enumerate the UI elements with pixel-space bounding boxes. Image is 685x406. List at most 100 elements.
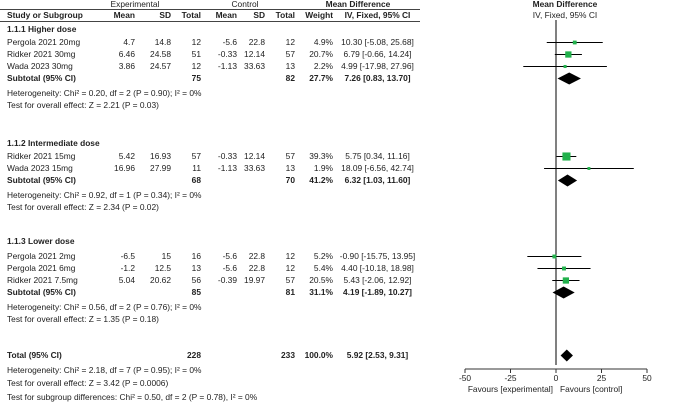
x-axis-tick-label: 25 [597,373,607,383]
subtotal-ctl-total: 81 [285,287,295,297]
study-name: Pergola 2021 6mg [7,263,76,273]
subtotal-weight: 31.1% [309,287,333,297]
ctl-total: 12 [285,251,295,261]
exp-mean: 3.86 [118,61,135,71]
exp-mean: 5.42 [118,151,135,161]
study-md-ci: 4.40 [-10.18, 18.98] [341,263,414,273]
study-name: Pergola 2021 20mg [7,37,81,47]
x-axis-tick-label: -50 [459,373,471,383]
study-name: Ridker 2021 15mg [7,151,76,161]
total-exp-total: 228 [187,350,201,360]
study-md-ci: -0.90 [-15.75, 13.95] [339,251,416,261]
ctl-sd: 19.97 [244,275,265,285]
ctl-sd: 22.8 [248,251,265,261]
subtotal-md-ci: 4.19 [-1.89, 10.27] [343,287,412,297]
exp-mean: 4.7 [123,37,135,47]
ctl-total: 13 [285,61,295,71]
ctl-mean: -0.39 [217,275,237,285]
exp-mean: 16.96 [114,163,135,173]
ctl-total: 57 [285,151,295,161]
exp-sd: 27.99 [150,163,171,173]
total-heterogeneity-text: Heterogeneity: Chi² = 2.18, df = 7 (P = … [7,365,202,375]
md-right-title: Mean Difference [532,0,598,9]
subtotal-label: Subtotal (95% CI) [7,287,76,297]
subtotal-label: Subtotal (95% CI) [7,175,76,185]
ctl-total-header: Total [275,10,295,20]
favours-right-label: Favours [control] [560,384,622,394]
study-weight: 5.2% [313,251,333,261]
study-effect-square [565,51,572,58]
total-label: Total (95% CI) [7,350,62,360]
ctl-sd: 22.8 [248,263,265,273]
x-axis-tick-label: -25 [504,373,516,383]
total-weight: 100.0% [304,350,333,360]
subgroup-title: 1.1.3 Lower dose [7,236,75,246]
md-right-method: IV, Fixed, 95% CI [532,10,598,20]
study-md-ci: 5.75 [0.34, 11.16] [345,151,410,161]
overall-effect-text: Test for overall effect: Z = 2.34 (P = 0… [7,202,159,212]
subgroup-title: 1.1.1 Higher dose [7,24,77,34]
subtotal-diamond [557,72,581,85]
study-effect-square [562,152,571,161]
ctl-total: 12 [285,263,295,273]
ctl-mean: -5.6 [222,263,237,273]
exp-mean-header: Mean [113,10,135,20]
exp-mean: -6.5 [120,251,135,261]
x-axis-tick-label: 0 [554,373,559,383]
ctl-sd: 33.63 [244,163,265,173]
subtotal-ctl-total: 70 [285,175,295,185]
study-md-ci: 10.30 [-5.08, 25.68] [341,37,414,47]
ctl-sd-header: SD [253,10,265,20]
exp-sd: 16.93 [150,151,171,161]
exp-sd: 14.8 [154,37,171,47]
study-weight: 20.7% [309,49,333,59]
total-ctl-total: 233 [281,350,295,360]
study-weight: 1.9% [313,163,333,173]
header-top-rule [0,9,420,10]
subtotal-diamond [557,174,578,187]
md-left-title: Mean Difference [325,0,391,9]
exp-sd: 24.57 [150,61,171,71]
heterogeneity-text: Heterogeneity: Chi² = 0.92, df = 1 (P = … [7,190,202,200]
subtotal-diamond [552,286,575,299]
exp-sd: 24.58 [150,49,171,59]
subtotal-md-ci: 7.26 [0.83, 13.70] [344,73,411,83]
ctl-mean-header: Mean [215,10,237,20]
heterogeneity-text: Heterogeneity: Chi² = 0.20, df = 2 (P = … [7,88,202,98]
ctl-mean: -5.6 [222,251,237,261]
subtotal-weight: 41.2% [309,175,333,185]
ctl-total: 57 [285,275,295,285]
subtotal-md-ci: 6.32 [1.03, 11.60] [344,175,411,185]
study-col-header: Study or Subgroup [7,10,83,20]
control-header: Control [231,0,259,9]
ctl-mean: -0.33 [217,151,237,161]
study-md-ci: 6.79 [-0.66, 14.24] [343,49,412,59]
exp-total: 16 [191,251,201,261]
exp-total: 57 [191,151,201,161]
exp-sd: 20.62 [150,275,171,285]
study-name: Ridker 2021 30mg [7,49,76,59]
total-diamond [560,349,573,362]
study-name: Pergola 2021 2mg [7,251,76,261]
study-effect-square [587,167,591,170]
header-bottom-rule [0,21,420,22]
total-md-ci: 5.92 [2.53, 9.31] [346,350,409,360]
exp-mean: 6.46 [118,49,135,59]
ctl-sd: 12.14 [244,151,265,161]
subtotal-label: Subtotal (95% CI) [7,73,76,83]
overall-effect-text: Test for overall effect: Z = 1.35 (P = 0… [7,314,159,324]
total-overall-effect-text: Test for overall effect: Z = 3.42 (P = 0… [7,378,169,388]
x-axis-tick-label: 50 [642,373,652,383]
ctl-sd: 22.8 [248,37,265,47]
subtotal-exp-total: 85 [191,287,201,297]
weight-header: Weight [305,10,333,20]
study-weight: 2.2% [313,61,333,71]
exp-total: 11 [192,163,201,173]
ctl-mean: -0.33 [217,49,237,59]
exp-total: 13 [191,263,201,273]
ctl-mean: -1.13 [217,163,237,173]
heterogeneity-text: Heterogeneity: Chi² = 0.56, df = 2 (P = … [7,302,202,312]
overall-effect-text: Test for overall effect: Z = 2.21 (P = 0… [7,100,159,110]
exp-total-header: Total [181,10,201,20]
ctl-total: 12 [285,37,295,47]
